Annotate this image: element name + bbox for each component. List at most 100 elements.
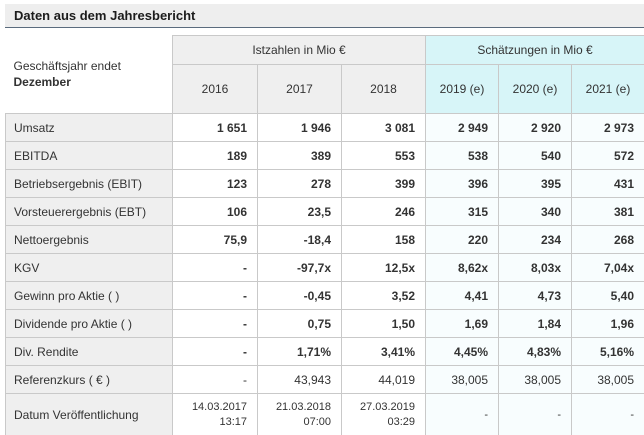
cell: 7,04x (571, 253, 644, 282)
cell: - (571, 393, 644, 435)
table-row: EBITDA 189 389 553 538 540 572 (5, 141, 644, 170)
cell: 5,16% (571, 337, 644, 366)
row-label: Dividende pro Aktie ( ) (5, 309, 173, 338)
cell: 23,5 (257, 197, 342, 226)
row-label: Nettoergebnis (5, 225, 173, 254)
cell: 43,943 (257, 365, 342, 394)
cell: 399 (340, 169, 427, 198)
cell: 75,9 (172, 225, 258, 254)
cell: 340 (498, 197, 573, 226)
cell: 123 (172, 169, 258, 198)
table-row: Nettoergebnis 75,9 -18,4 158 220 234 268 (5, 225, 644, 254)
table-row: Betriebsergebnis (EBIT) 123 278 399 396 395 43… (5, 169, 644, 198)
table-row: Referenzkurs ( € ) -43,943 44,019 38,005 38,… (5, 365, 644, 394)
cell: 3 081 (340, 113, 427, 142)
fiscal-year-header-line1: Geschäftsjahr endet (13, 59, 121, 74)
row-label: Gewinn pro Aktie ( ) (5, 281, 173, 310)
cell: - (172, 337, 258, 366)
column-header-2018: 2018 (340, 64, 427, 114)
cell: 4,45% (425, 337, 500, 366)
row-label: EBITDA (5, 141, 173, 170)
cell: 381 (571, 197, 644, 226)
cell: 14.03.2017 13:17 (172, 393, 258, 435)
cell: 5,40 (571, 281, 644, 310)
cell: -97,7x (257, 253, 342, 282)
cell: -0,45 (257, 281, 342, 310)
cell: 315 (425, 197, 500, 226)
cell: 3,41% (340, 337, 427, 366)
cell: 1,50 (340, 309, 427, 338)
column-header-2017: 2017 (257, 64, 342, 114)
cell: - (172, 365, 258, 394)
cell: 38,005 (498, 365, 573, 394)
cell: - (172, 281, 258, 310)
cell: 4,83% (498, 337, 573, 366)
table-row: Umsatz 1 651 1 946 3 081 2 949 2 920 2 973 (5, 113, 644, 142)
cell: 540 (498, 141, 573, 170)
cell: 553 (340, 141, 427, 170)
cell: 538 (425, 141, 500, 170)
fiscal-year-header: Geschäftsjahr endet Dezember (5, 35, 173, 114)
cell: 1 946 (257, 113, 342, 142)
cell: 431 (571, 169, 644, 198)
cell: -18,4 (257, 225, 342, 254)
panel-title-bar: Daten aus dem Jahresbericht (5, 4, 644, 28)
cell: - (172, 309, 258, 338)
cell: 189 (172, 141, 258, 170)
cell: 8,03x (498, 253, 573, 282)
cell: 106 (172, 197, 258, 226)
year-header-row: 2016 2017 2018 2019 (e) 2020 (e) 2021 (e) (6, 64, 644, 114)
cell: 1,69 (425, 309, 500, 338)
group-header-row: Geschäftsjahr endet Dezember Istzahlen i… (5, 35, 644, 114)
row-label: Datum Veröffentlichung (5, 393, 173, 435)
cell: 38,005 (571, 365, 644, 394)
column-header-2019-e: 2019 (e) (425, 64, 500, 114)
cell: 158 (340, 225, 427, 254)
cell: 3,52 (340, 281, 427, 310)
cell: 2 973 (571, 113, 644, 142)
column-header-2020-e: 2020 (e) (498, 64, 573, 114)
cell: 1,71% (257, 337, 342, 366)
row-label: KGV (5, 253, 173, 282)
row-label: Betriebsergebnis (EBIT) (5, 169, 173, 198)
cell: 389 (257, 141, 342, 170)
table-row: KGV - -97,7x 12,5x 8,62x 8,03x 7,04x (5, 253, 644, 282)
cell: - (498, 393, 573, 435)
cell: 396 (425, 169, 500, 198)
cell: 278 (257, 169, 342, 198)
cell: 27.03.2019 03:29 (340, 393, 427, 435)
cell: 0,75 (257, 309, 342, 338)
cell: 38,005 (425, 365, 500, 394)
cell: 1,84 (498, 309, 573, 338)
cell: - (172, 253, 258, 282)
column-header-2021-e: 2021 (e) (571, 64, 644, 114)
cell: 572 (571, 141, 644, 170)
fiscal-year-header-line2: Dezember (13, 75, 71, 90)
group-header-actuals: Istzahlen in Mio € (171, 35, 427, 65)
table-row: Gewinn pro Aktie ( ) - -0,45 3,52 4,41 4,73 5,… (5, 281, 644, 310)
panel-title: Daten aus dem Jahresbericht (14, 8, 196, 23)
cell: 2 920 (498, 113, 573, 142)
table-row: Div. Rendite -1,71% 3,41% 4,45% 4,83% 5,16% (5, 337, 644, 366)
cell: 4,73 (498, 281, 573, 310)
cell: 4,41 (425, 281, 500, 310)
table-row: Dividende pro Aktie ( ) -0,75 1,50 1,69 1,84… (5, 309, 644, 338)
row-label: Vorsteuerergebnis (EBT) (5, 197, 173, 226)
cell: 395 (498, 169, 573, 198)
cell: 2 949 (425, 113, 500, 142)
row-label: Umsatz (5, 113, 173, 142)
cell: 220 (425, 225, 500, 254)
cell: 1,96 (571, 309, 644, 338)
financial-data-table: Geschäftsjahr endet Dezember Istzahlen i… (5, 35, 644, 435)
cell: 12,5x (340, 253, 427, 282)
column-header-2016: 2016 (172, 64, 258, 114)
cell: - (425, 393, 500, 435)
table-row: Datum Veröffentlichung 14.03.2017 13:17 21… (5, 393, 644, 435)
cell: 1 651 (172, 113, 258, 142)
cell: 21.03.2018 07:00 (257, 393, 342, 435)
table-row: Vorsteuerergebnis (EBT) 106 23,5 246 315 340 3… (5, 197, 644, 226)
cell: 8,62x (425, 253, 500, 282)
cell: 44,019 (340, 365, 427, 394)
cell: 246 (340, 197, 427, 226)
